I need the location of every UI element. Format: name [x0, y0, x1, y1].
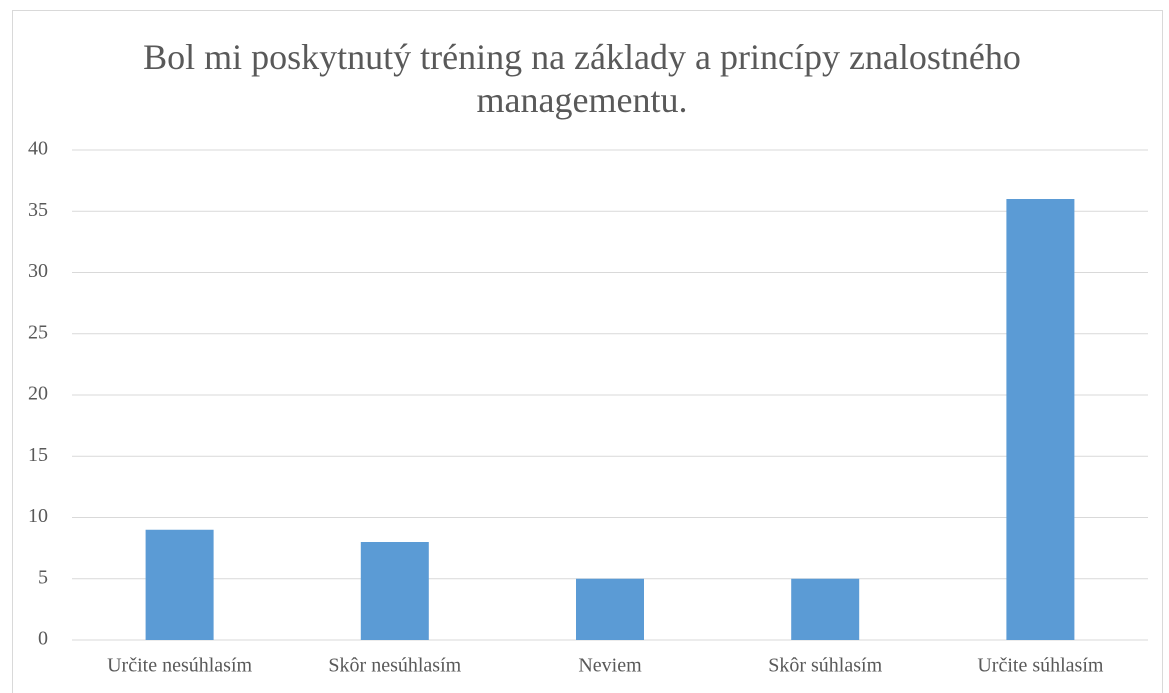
x-tick-label: Určite súhlasím [977, 655, 1104, 677]
y-tick-label: 25 [28, 321, 48, 343]
bar [576, 578, 644, 640]
y-tick-label: 35 [28, 199, 48, 221]
chart-border [12, 10, 1163, 693]
y-tick-label: 0 [38, 628, 48, 650]
y-tick-label: 10 [28, 505, 48, 527]
bar [791, 578, 860, 640]
x-tick-label: Určite nesúhlasím [107, 655, 252, 677]
bar [145, 529, 214, 640]
y-tick-label: 5 [38, 566, 48, 588]
y-tick-label: 15 [28, 444, 48, 466]
y-tick-label: 40 [28, 138, 48, 160]
chart-title: Bol mi poskytnutý tréning na základy a p… [143, 37, 1021, 120]
bar [360, 542, 429, 640]
y-tick-label: 30 [28, 260, 48, 282]
x-tick-label: Skôr súhlasím [768, 655, 882, 677]
x-tick-label: Neviem [578, 655, 642, 677]
y-tick-label: 20 [28, 383, 48, 405]
x-tick-label: Skôr nesúhlasím [328, 655, 461, 677]
bar [1006, 199, 1075, 640]
